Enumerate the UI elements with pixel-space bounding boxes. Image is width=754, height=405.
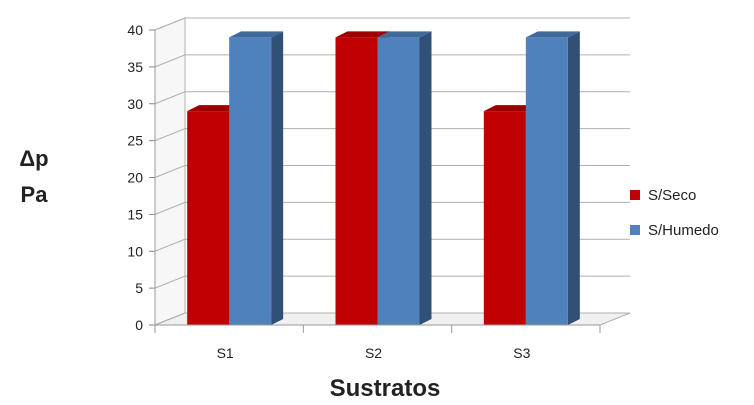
bar-s-seco-s2-top — [335, 31, 390, 38]
y-tick-label: 0 — [135, 317, 143, 333]
x-tick-label-s3: S3 — [513, 345, 530, 361]
x-tick-label-s2: S2 — [365, 345, 382, 361]
y-tick-label: 15 — [127, 206, 143, 222]
gridline-side — [154, 17, 186, 31]
legend-label-s-humedo: S/Humedo — [648, 222, 719, 239]
bar-s-humedo-s2-side — [419, 31, 432, 325]
bar-s-humedo-s3-front — [525, 37, 568, 325]
y-tick-label: 20 — [127, 170, 143, 186]
gridline-side — [154, 275, 186, 289]
gridline-side — [154, 54, 186, 68]
bar-s-seco-s3-front — [483, 111, 526, 325]
y-axis-ticks: 0 5 10 15 20 25 30 35 40 — [127, 22, 156, 333]
bar-s-humedo-s2-top — [377, 31, 432, 38]
bar-s-humedo-s2 — [377, 31, 432, 325]
legend-swatch-s-humedo — [630, 225, 640, 235]
gridline-side — [154, 91, 186, 105]
gridline-side — [154, 128, 186, 142]
y-tick-label: 30 — [127, 96, 143, 112]
x-tick-label-s1: S1 — [217, 345, 234, 361]
y-tick-label: 35 — [127, 59, 143, 75]
y-tick-label: 40 — [127, 22, 143, 38]
bar-s-seco-s3-top — [483, 105, 538, 112]
bar-s-humedo-s3 — [525, 31, 580, 325]
y-tick-label: 5 — [135, 280, 143, 296]
gridline-side — [154, 312, 186, 326]
legend: S/Seco S/Humedo — [630, 187, 719, 239]
gridline-side — [154, 201, 186, 215]
bar-s-seco-s1-front — [187, 111, 230, 325]
gridline-side — [154, 165, 186, 178]
legend-swatch-s-seco — [630, 190, 640, 200]
bar-s-humedo-s3-side — [567, 31, 580, 325]
bar-s-seco-s1-top — [187, 105, 242, 112]
bar-s-humedo-s1-top — [229, 31, 284, 38]
bars — [187, 31, 580, 325]
bar-s-humedo-s2-front — [377, 37, 420, 325]
legend-label-s-seco: S/Seco — [648, 187, 696, 204]
bar-s-humedo-s1-front — [229, 37, 272, 325]
y-tick-label: 10 — [127, 243, 143, 259]
bar-s-humedo-s3-top — [525, 31, 580, 38]
x-axis-ticks: S1 S2 S3 — [154, 324, 601, 361]
x-axis-label: Sustratos — [330, 375, 441, 402]
y-axis-label-line1: Δp — [19, 146, 48, 171]
bar-s-seco-s2-front — [335, 37, 378, 325]
bar-s-humedo-s1 — [229, 31, 284, 325]
y-tick-label: 25 — [127, 133, 143, 149]
y-axis-label-line2: Pa — [21, 182, 49, 207]
gridline-side — [154, 238, 186, 252]
bar-s-humedo-s1-side — [271, 31, 284, 325]
